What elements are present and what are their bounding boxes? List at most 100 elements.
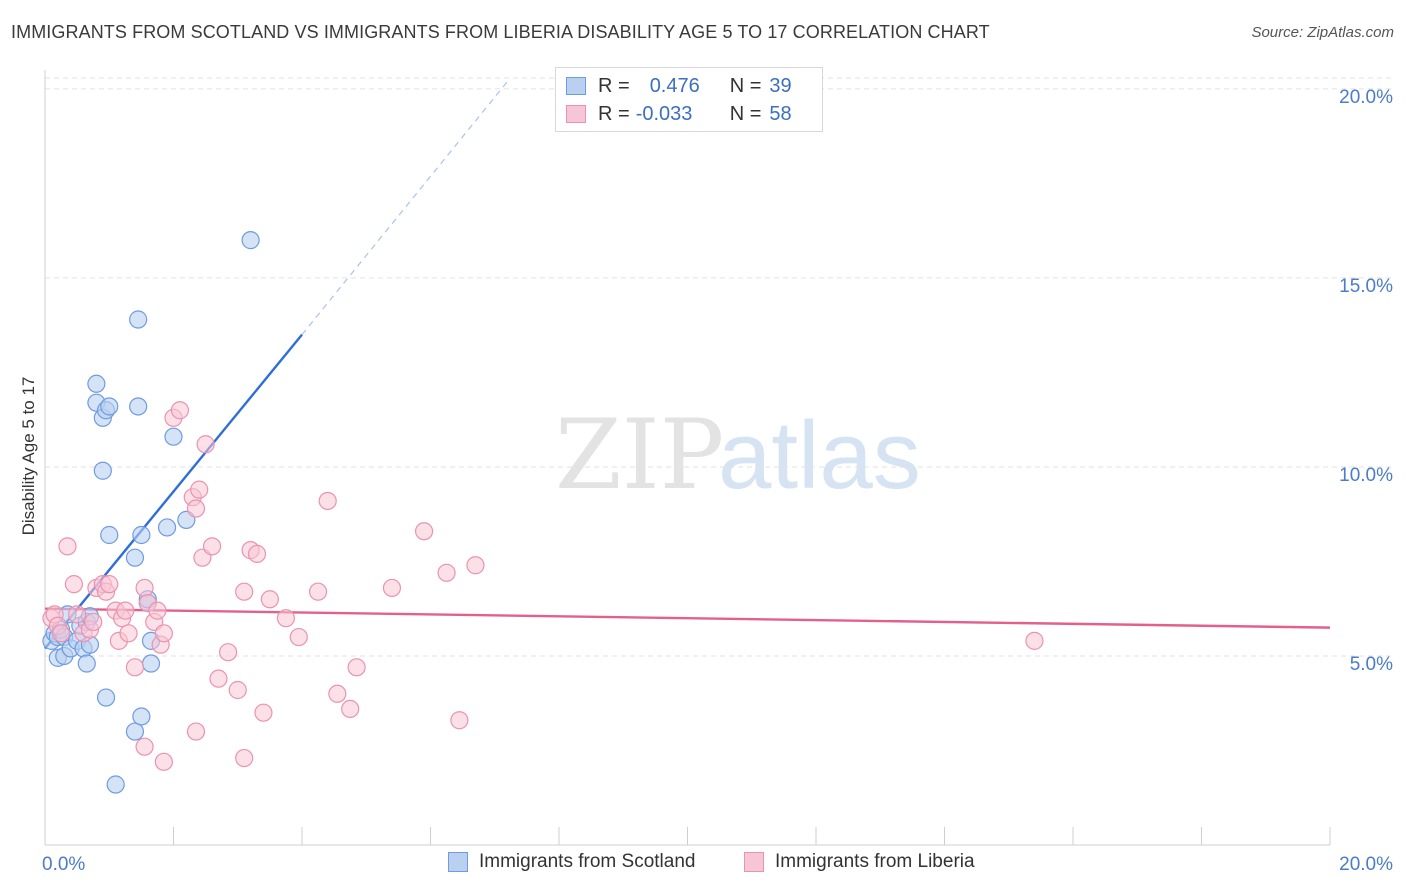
point-liberia	[154, 624, 173, 643]
point-liberia	[318, 491, 337, 511]
point-liberia	[64, 575, 84, 594]
correlation-legend: R = 0.476 N = 39 R = -0.033 N = 58	[555, 67, 823, 132]
point-scotland	[100, 525, 119, 545]
point-liberia	[202, 537, 222, 556]
point-scotland	[125, 548, 145, 567]
y-tick-label: 20.0%	[1339, 87, 1393, 108]
point-liberia	[308, 582, 328, 601]
point-liberia	[341, 699, 360, 719]
series-scotland	[42, 231, 260, 794]
point-liberia	[116, 601, 135, 620]
point-scotland	[93, 461, 112, 480]
point-liberia	[51, 624, 71, 643]
point-scotland	[141, 654, 161, 673]
trend-lines	[44, 80, 1331, 650]
point-liberia	[1025, 631, 1044, 650]
y-tick-label: 15.0%	[1339, 276, 1393, 297]
point-scotland	[241, 231, 260, 250]
point-liberia	[328, 684, 347, 703]
y-tick-label: 10.0%	[1339, 465, 1393, 486]
point-liberia	[247, 544, 267, 564]
trend-line-scotland	[44, 333, 303, 650]
series-legend: Immigrants from Scotland Immigrants from…	[0, 851, 1406, 877]
point-liberia	[100, 575, 119, 594]
x-tick-label: 20.0%	[1339, 854, 1393, 875]
point-liberia	[125, 658, 145, 677]
point-liberia	[235, 582, 254, 601]
point-scotland	[129, 397, 148, 416]
point-liberia	[382, 578, 402, 598]
point-liberia	[170, 401, 190, 420]
point-liberia	[186, 499, 206, 518]
point-liberia	[260, 590, 279, 609]
point-scotland	[106, 775, 125, 794]
axes	[44, 70, 1331, 846]
point-liberia	[466, 556, 485, 575]
legend-swatch-liberia	[566, 105, 586, 123]
legend-n-label: N =	[729, 102, 762, 125]
tick-labels: 5.0% 10.0% 15.0% 20.0% 0.0% 20.0%	[42, 87, 1393, 875]
y-axis-label: Disability Age 5 to 17	[19, 377, 38, 536]
point-liberia	[84, 612, 103, 632]
point-liberia	[276, 609, 296, 628]
y-tick-label: 5.0%	[1350, 654, 1393, 675]
point-liberia	[254, 703, 273, 722]
point-liberia	[450, 711, 469, 730]
point-liberia	[289, 627, 308, 647]
legend-n-label: N =	[729, 74, 762, 97]
point-scotland	[100, 397, 119, 416]
point-liberia	[68, 605, 87, 624]
series-label-liberia: Immigrants from Liberia	[775, 851, 975, 872]
point-liberia	[196, 435, 215, 454]
legend-n-value: 58	[769, 102, 792, 125]
point-liberia	[148, 601, 167, 620]
point-liberia	[58, 537, 77, 556]
point-liberia	[414, 522, 434, 541]
point-scotland	[157, 518, 177, 537]
x-tick-label: 0.0%	[42, 854, 85, 875]
point-liberia	[190, 480, 209, 499]
legend-n-value: 39	[769, 74, 792, 97]
point-scotland	[125, 722, 145, 741]
chart-title: IMMIGRANTS FROM SCOTLAND VS IMMIGRANTS F…	[11, 22, 990, 42]
point-liberia	[347, 658, 366, 677]
series-swatch-scotland	[448, 852, 468, 872]
watermark: ZIP atlas	[555, 399, 921, 511]
series-label-scotland: Immigrants from Scotland	[479, 851, 696, 872]
legend-swatch-scotland	[566, 77, 586, 95]
watermark-zip: ZIP	[555, 399, 724, 511]
point-scotland	[164, 427, 183, 446]
source-label: Source: ZipAtlas.com	[1251, 24, 1394, 41]
point-liberia	[437, 563, 456, 582]
point-scotland	[96, 688, 116, 707]
series-legend-scotland[interactable]: Immigrants from Scotland	[448, 851, 695, 873]
point-liberia	[154, 752, 173, 771]
point-liberia	[219, 643, 238, 662]
point-liberia	[228, 680, 247, 700]
grid-lines	[45, 77, 1395, 657]
series-legend-liberia[interactable]: Immigrants from Liberia	[744, 851, 975, 873]
watermark-atlas: atlas	[718, 402, 921, 509]
point-scotland	[87, 374, 106, 393]
point-liberia	[119, 624, 138, 643]
point-scotland	[132, 707, 151, 726]
point-scotland	[129, 310, 148, 329]
legend-r-value: 0.476	[649, 74, 700, 97]
trend-line-liberia	[44, 607, 1331, 629]
legend-r-label: R =	[598, 102, 630, 125]
point-liberia	[135, 737, 154, 756]
legend-row-liberia: R = -0.033 N = 58	[566, 102, 792, 126]
point-liberia	[186, 722, 206, 741]
trend-line-scotland-extension	[301, 80, 509, 336]
series-liberia	[42, 401, 1044, 771]
point-liberia	[209, 669, 228, 688]
point-scotland	[132, 525, 151, 545]
series-swatch-liberia	[744, 852, 764, 872]
legend-r-label: R =	[598, 74, 630, 97]
point-liberia	[235, 748, 254, 768]
point-scotland	[77, 654, 96, 673]
legend-r-value: -0.033	[635, 102, 693, 125]
point-liberia	[135, 578, 154, 598]
legend-row-scotland: R = 0.476 N = 39	[566, 74, 792, 98]
